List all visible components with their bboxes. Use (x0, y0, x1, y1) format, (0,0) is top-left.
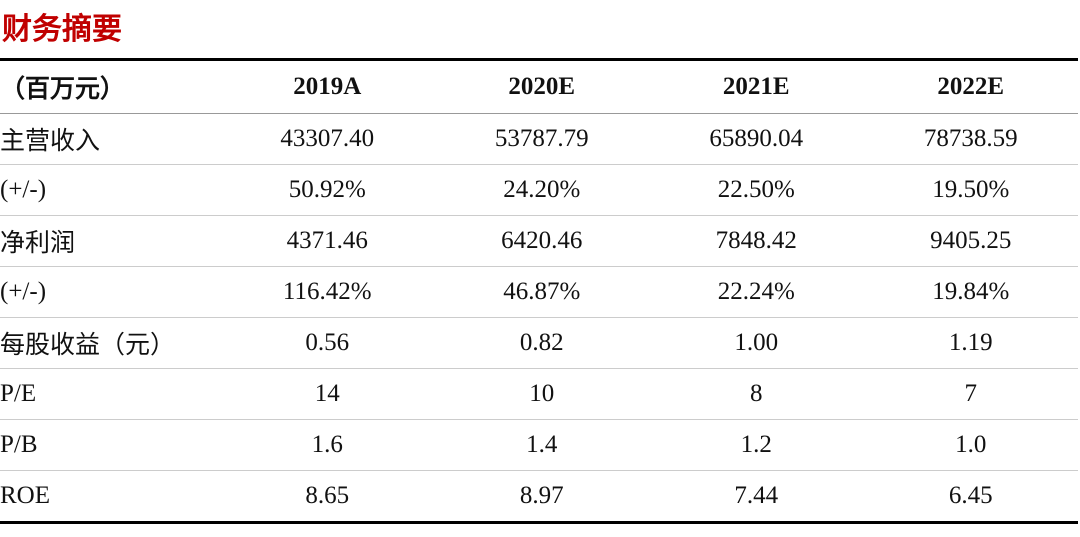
value-cell: 14 (220, 368, 435, 420)
table-row: P/B 1.6 1.4 1.2 1.0 (0, 419, 1078, 471)
table-row: (+/-) 116.42% 46.87% 22.24% 19.84% (0, 266, 1078, 318)
table-row: ROE 8.65 8.97 7.44 6.45 (0, 471, 1078, 523)
value-cell: 6.45 (948, 482, 993, 509)
value-cell: 8 (649, 368, 864, 420)
value-cell: 0.56 (220, 317, 435, 369)
value-cell: 53787.79 (434, 113, 649, 165)
value-cell: 22.24% (649, 266, 864, 318)
row-label: P/E (0, 368, 220, 420)
value-cell: 9405.25 (863, 215, 1078, 267)
table-body: 主营收入 43307.40 53787.79 65890.04 78738.59 (+/-… (0, 113, 1078, 523)
value-cell: 1.00 (649, 317, 864, 369)
value-cell: 22.50% (649, 164, 864, 216)
value-cell: 1.19 (863, 317, 1078, 369)
header-cell: 2020E (434, 59, 649, 114)
value-cell: 8.65 (305, 482, 350, 509)
value-cell: 46.87% (434, 266, 649, 318)
header-cell: （百万元） (0, 59, 220, 114)
table-row: P/E 14 10 8 7 (0, 368, 1078, 420)
value-cell: 1.0 (863, 419, 1078, 471)
row-label: (+/-) (0, 164, 220, 216)
table-row: 净利润 4371.46 6420.46 7848.42 9405.25 (0, 215, 1078, 267)
value-cell: 78738.59 (863, 113, 1078, 165)
header-cell: 2022E (863, 59, 1078, 114)
value-cell: 8.97 (519, 482, 564, 509)
header-cell: 2021E (649, 59, 864, 114)
row-label: ROE (0, 482, 50, 509)
row-label: 净利润 (0, 215, 220, 267)
value-cell: 19.50% (863, 164, 1078, 216)
value-cell: 19.84% (863, 266, 1078, 318)
value-cell: 43307.40 (220, 113, 435, 165)
table-row: (+/-) 50.92% 24.20% 22.50% 19.50% (0, 164, 1078, 216)
header-row: （百万元） 2019A 2020E 2021E 2022E (0, 59, 1078, 114)
value-cell: 4371.46 (220, 215, 435, 267)
value-cell: 50.92% (220, 164, 435, 216)
row-label: P/B (0, 419, 220, 471)
value-cell: 1.6 (220, 419, 435, 471)
financial-table: （百万元） 2019A 2020E 2021E 2022E 主营收入 43307.40 53… (0, 58, 1078, 524)
value-cell: 7 (863, 368, 1078, 420)
row-label: 主营收入 (0, 113, 220, 165)
header-cell: 2019A (220, 59, 435, 114)
value-cell: 6420.46 (434, 215, 649, 267)
value-cell: 65890.04 (649, 113, 864, 165)
title: 财务摘要 (2, 12, 122, 47)
row-label: (+/-) (0, 266, 220, 318)
value-cell: 1.2 (649, 419, 864, 471)
value-cell: 7848.42 (649, 215, 864, 267)
value-cell: 116.42% (220, 266, 435, 318)
value-cell: 1.4 (434, 419, 649, 471)
value-cell: 10 (434, 368, 649, 420)
value-cell: 0.82 (434, 317, 649, 369)
table-row: 主营收入 43307.40 53787.79 65890.04 78738.59 (0, 113, 1078, 165)
value-cell: 7.44 (734, 482, 779, 509)
table-row: 每股收益（元） 0.56 0.82 1.00 1.19 (0, 317, 1078, 369)
row-label: 每股收益（元） (0, 317, 220, 369)
value-cell: 24.20% (434, 164, 649, 216)
